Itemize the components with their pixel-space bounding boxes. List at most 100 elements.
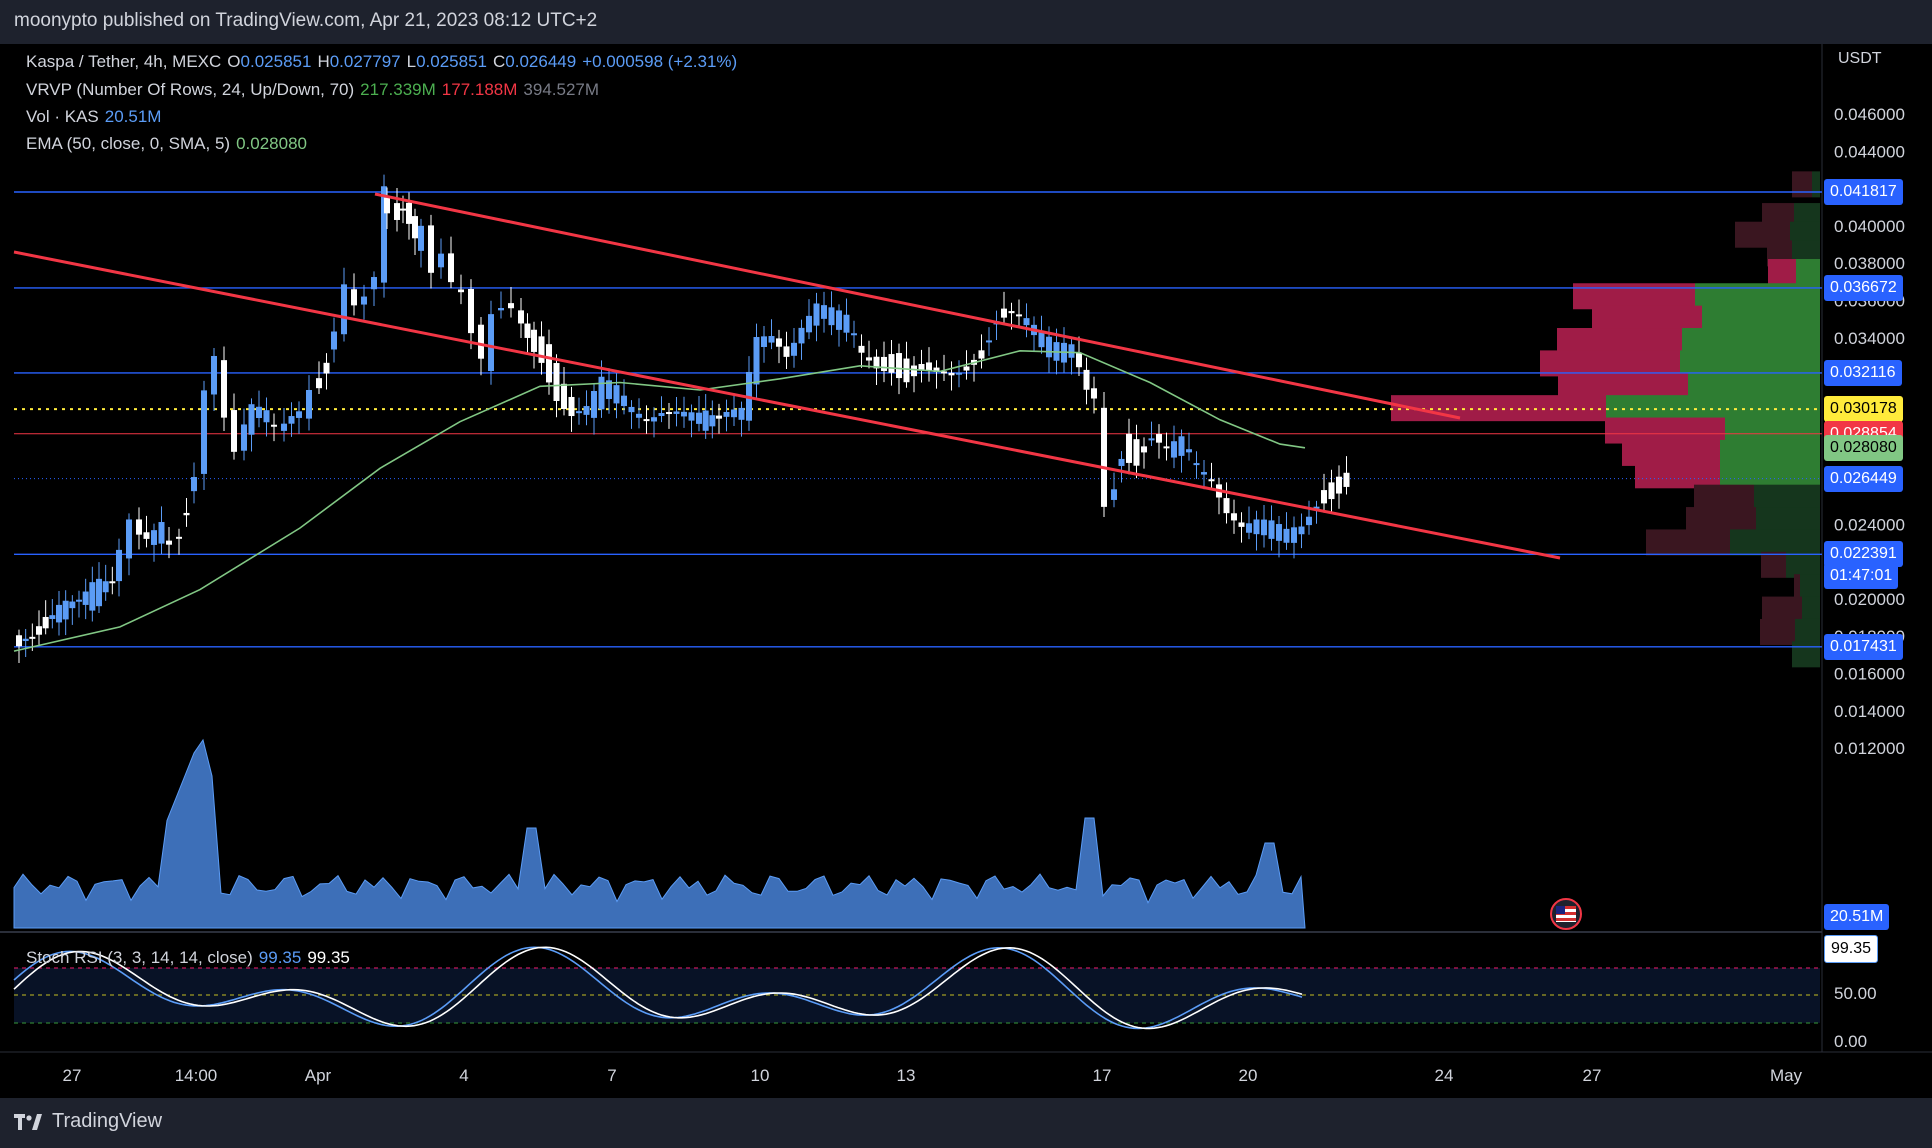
vol-name[interactable]: Vol · KAS: [26, 107, 99, 126]
price-tick: 0.034000: [1834, 329, 1905, 348]
price-tag: 0.022391: [1824, 541, 1903, 568]
candle-body: [791, 342, 797, 356]
candle-body: [62, 600, 69, 620]
candle-body: [761, 336, 767, 347]
candle-body: [873, 356, 880, 369]
vp-up-bar: [1695, 283, 1820, 310]
candle-body: [183, 512, 190, 516]
high-value: 0.027797: [329, 52, 401, 71]
candle-body: [1101, 407, 1107, 507]
candle-body: [1246, 523, 1252, 533]
ema-value: 0.028080: [236, 134, 307, 153]
candle-body: [658, 413, 665, 416]
candle-body: [1171, 441, 1177, 458]
candle-body: [783, 346, 790, 357]
vp-up-bar: [1796, 259, 1820, 286]
vp-down-bar: [1635, 462, 1720, 489]
candle-body: [688, 412, 695, 421]
time-label: 13: [897, 1066, 916, 1085]
candle-body: [821, 305, 827, 319]
candle-body: [881, 356, 887, 372]
candle-body: [963, 366, 970, 371]
symbol-legend: Kaspa / Tether, 4h, MEXC O0.025851 H0.0277…: [26, 52, 743, 72]
candle-body: [1178, 436, 1185, 456]
candle-body: [836, 310, 842, 330]
candle-body: [723, 411, 730, 417]
price-tag: 0.041817: [1824, 179, 1903, 205]
vp-up-bar: [1795, 618, 1820, 645]
candle-body: [941, 371, 947, 374]
us-flag-icon[interactable]: [1550, 898, 1582, 930]
candle-body: [151, 530, 157, 545]
brand-name: TradingView: [52, 1110, 163, 1132]
candle-body: [1068, 344, 1075, 358]
candle-body: [576, 411, 582, 414]
price-tick: 0.044000: [1834, 142, 1905, 161]
open-value: 0.025851: [240, 52, 312, 71]
vp-up-bar: [1688, 372, 1820, 399]
candle-body: [438, 253, 444, 268]
candle-body: [1231, 513, 1237, 521]
candle-body: [241, 424, 247, 451]
candle-body: [651, 417, 657, 422]
candle-body: [231, 410, 237, 452]
low-label: L: [406, 52, 417, 71]
vp-up-bar: [1680, 350, 1820, 377]
close-value: 0.026449: [505, 52, 577, 71]
time-label: 27: [1583, 1066, 1602, 1085]
stoch-name[interactable]: Stoch RSI (3, 3, 14, 14, close): [26, 948, 253, 967]
candle-body: [776, 338, 782, 347]
price-tick: 0.014000: [1834, 702, 1905, 721]
trendline-lower[interactable]: [13, 250, 1561, 560]
candle-body: [888, 354, 895, 373]
tradingview-brand[interactable]: TradingView: [14, 1110, 162, 1133]
vp-down-bar: [1391, 395, 1606, 422]
symbol-name[interactable]: Kaspa / Tether, 4h, MEXC: [26, 52, 222, 71]
time-label: 10: [751, 1066, 770, 1085]
candle-body: [256, 406, 262, 419]
vrvp-name[interactable]: VRVP (Number Of Rows, 24, Up/Down, 70): [26, 80, 355, 99]
ema-name[interactable]: EMA (50, close, 0, SMA, 5): [26, 134, 231, 153]
candle-body: [1253, 519, 1260, 535]
candle-body: [488, 314, 494, 372]
vp-up-bar: [1812, 171, 1820, 198]
candle-body: [643, 419, 650, 422]
candle-body: [89, 582, 96, 611]
candle-body: [851, 333, 857, 336]
candle-body: [806, 315, 812, 333]
candle-body: [1268, 520, 1275, 539]
chart-area[interactable]: 0.0460000.0440000.0400000.0380000.036000…: [0, 44, 1932, 1098]
vp-down-bar: [1605, 417, 1725, 444]
price-unit: USDT: [1838, 50, 1882, 67]
candle-body: [911, 365, 917, 377]
candle-body: [406, 202, 412, 224]
candle-body: [918, 363, 925, 370]
published-text: moonypto published on TradingView.com, A…: [14, 10, 598, 31]
stoch-k-value: 99.35: [258, 948, 302, 967]
candle-body: [448, 253, 454, 283]
vp-up-bar: [1800, 574, 1820, 601]
candle-body: [498, 308, 504, 311]
candle-body: [1008, 311, 1015, 314]
price-tick: 0.038000: [1834, 254, 1905, 273]
trendline-upper[interactable]: [374, 192, 1461, 420]
candle-body: [1336, 476, 1342, 494]
candle-body: [1208, 479, 1215, 482]
vp-down-bar: [1761, 551, 1786, 578]
ema-line[interactable]: [13, 349, 1306, 652]
candle-body: [591, 391, 597, 418]
candle-body: [1201, 472, 1207, 475]
vp-down-bar: [1540, 350, 1680, 377]
candle-body: [978, 350, 985, 359]
candle-body: [709, 415, 716, 427]
candle-body: [738, 407, 745, 420]
stoch-k-line: [13, 946, 1303, 1030]
stoch-tag: 99.35: [1824, 935, 1879, 963]
time-axis[interactable]: 27 14:00 Apr 4 7 10 13 17 20 24 27 May: [63, 1066, 1803, 1085]
price-tick: 0.046000: [1834, 105, 1905, 124]
candle-body: [36, 626, 42, 635]
candle-body: [109, 581, 116, 584]
vp-down-bar: [1768, 259, 1796, 286]
vp-down-bar: [1792, 171, 1812, 198]
candle-body: [613, 385, 620, 404]
